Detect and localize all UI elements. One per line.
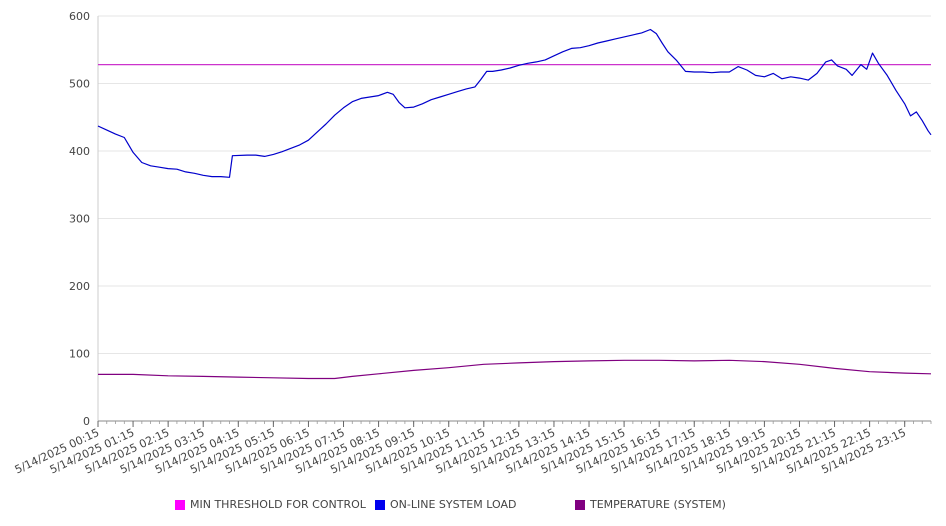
series-line-temperature — [98, 359, 932, 380]
legend: MIN THRESHOLD FOR CONTROL ON-LINE SYSTEM… — [0, 498, 946, 514]
y-axis: 0 100 200 300 400 500 600 — [69, 10, 99, 428]
y-tick-label: 200 — [69, 280, 90, 293]
y-tick-label: 500 — [69, 78, 90, 91]
y-tick-label: 400 — [69, 145, 90, 158]
x-axis: 5/14/2025 00:155/14/2025 01:155/14/2025 … — [13, 420, 932, 476]
legend-swatch-system-load — [375, 499, 385, 510]
y-tick-label: 300 — [69, 213, 90, 226]
legend-item-temperature[interactable]: TEMPERATURE (SYSTEM) — [575, 498, 726, 511]
legend-label-system-load: ON-LINE SYSTEM LOAD — [390, 498, 517, 511]
legend-item-system-load[interactable]: ON-LINE SYSTEM LOAD — [375, 498, 516, 511]
legend-label-temperature: TEMPERATURE (SYSTEM) — [590, 498, 726, 511]
series-group — [97, 28, 932, 380]
legend-item-min-threshold[interactable]: MIN THRESHOLD FOR CONTROL — [175, 498, 366, 511]
y-tick-label: 0 — [83, 415, 90, 428]
series-line-system-load — [97, 28, 932, 178]
legend-label-min-threshold: MIN THRESHOLD FOR CONTROL — [190, 498, 366, 511]
y-tick-label: 600 — [69, 10, 90, 23]
legend-swatch-min-threshold — [175, 499, 185, 510]
legend-swatch-temperature — [575, 499, 585, 510]
y-tick-label: 100 — [69, 348, 90, 361]
grid-lines — [98, 15, 931, 422]
